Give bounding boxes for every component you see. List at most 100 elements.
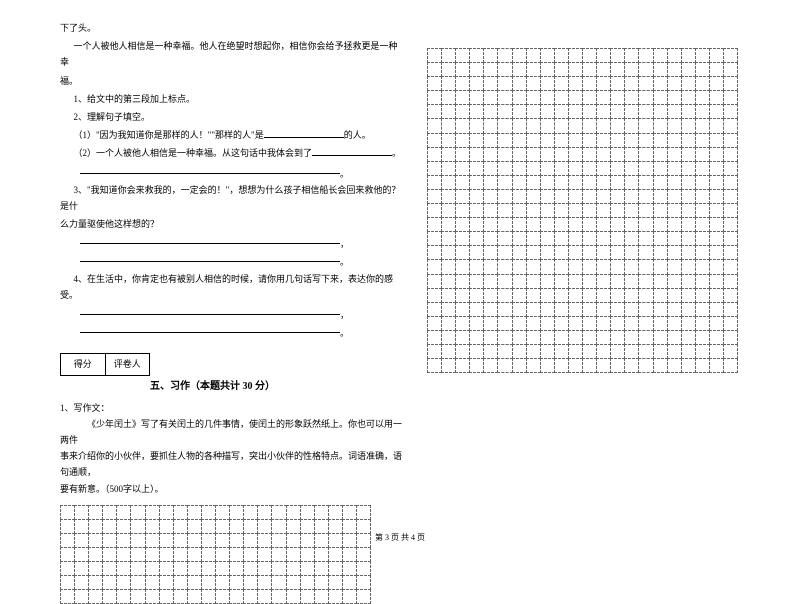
grid-cell[interactable]: [610, 245, 625, 260]
grid-cell[interactable]: [512, 358, 527, 373]
grid-cell[interactable]: [638, 288, 653, 303]
grid-cell[interactable]: [723, 90, 738, 105]
grid-cell[interactable]: [427, 330, 442, 345]
grid-cell[interactable]: [427, 76, 442, 91]
grid-cell[interactable]: [427, 118, 442, 133]
grid-cell[interactable]: [638, 330, 653, 345]
grid-cell[interactable]: [667, 76, 682, 91]
grid-cell[interactable]: [554, 245, 569, 260]
grid-cell[interactable]: [441, 259, 456, 274]
grid-cell[interactable]: [427, 316, 442, 331]
grid-cell[interactable]: [653, 62, 668, 77]
grid-cell[interactable]: [624, 203, 639, 218]
grid-cell[interactable]: [624, 274, 639, 289]
grid-cell[interactable]: [610, 175, 625, 190]
grid-cell[interactable]: [526, 76, 541, 91]
grid-cell[interactable]: [455, 274, 470, 289]
grid-cell[interactable]: [681, 76, 696, 91]
grid-cell[interactable]: [667, 330, 682, 345]
grid-cell[interactable]: [483, 76, 498, 91]
grid-cell[interactable]: [526, 104, 541, 119]
grid-cell[interactable]: [271, 575, 286, 590]
grid-cell[interactable]: [610, 147, 625, 162]
grid-cell[interactable]: [441, 133, 456, 148]
grid-cell[interactable]: [173, 575, 188, 590]
grid-cell[interactable]: [653, 175, 668, 190]
grid-cell[interactable]: [709, 62, 724, 77]
grid-cell[interactable]: [526, 330, 541, 345]
grid-cell[interactable]: [709, 358, 724, 373]
grid-cell[interactable]: [568, 288, 583, 303]
grid-cell[interactable]: [681, 330, 696, 345]
grid-cell[interactable]: [483, 316, 498, 331]
grid-cell[interactable]: [469, 259, 484, 274]
grid-cell[interactable]: [483, 259, 498, 274]
grid-cell[interactable]: [427, 147, 442, 162]
grid-cell[interactable]: [540, 133, 555, 148]
grid-cell[interactable]: [582, 161, 597, 176]
grid-cell[interactable]: [187, 505, 202, 520]
grid-cell[interactable]: [497, 231, 512, 246]
grid-cell[interactable]: [582, 48, 597, 63]
grid-cell[interactable]: [243, 589, 258, 604]
grid-cell[interactable]: [596, 189, 611, 204]
grid-cell[interactable]: [497, 217, 512, 232]
grid-cell[interactable]: [512, 76, 527, 91]
grid-cell[interactable]: [681, 217, 696, 232]
grid-cell[interactable]: [483, 330, 498, 345]
grid-cell[interactable]: [286, 575, 301, 590]
grid-cell[interactable]: [512, 203, 527, 218]
grid-cell[interactable]: [624, 316, 639, 331]
grid-cell[interactable]: [568, 48, 583, 63]
grid-cell[interactable]: [540, 203, 555, 218]
grid-cell[interactable]: [568, 330, 583, 345]
grid-cell[interactable]: [497, 161, 512, 176]
grid-cell[interactable]: [554, 203, 569, 218]
grid-cell[interactable]: [596, 217, 611, 232]
grid-cell[interactable]: [610, 231, 625, 246]
grid-cell[interactable]: [441, 316, 456, 331]
grid-cell[interactable]: [526, 302, 541, 317]
grid-cell[interactable]: [145, 575, 160, 590]
grid-cell[interactable]: [653, 189, 668, 204]
grid-cell[interactable]: [300, 505, 315, 520]
grid-cell[interactable]: [427, 104, 442, 119]
grid-cell[interactable]: [695, 316, 710, 331]
grid-cell[interactable]: [441, 62, 456, 77]
grid-cell[interactable]: [667, 274, 682, 289]
grid-cell[interactable]: [145, 561, 160, 576]
grid-cell[interactable]: [596, 288, 611, 303]
grid-cell[interactable]: [300, 589, 315, 604]
grid-cell[interactable]: [441, 231, 456, 246]
grid-cell[interactable]: [610, 259, 625, 274]
grid-cell[interactable]: [653, 344, 668, 359]
grid-cell[interactable]: [681, 161, 696, 176]
grid-cell[interactable]: [610, 358, 625, 373]
grid-cell[interactable]: [145, 505, 160, 520]
grid-cell[interactable]: [483, 189, 498, 204]
grid-cell[interactable]: [653, 203, 668, 218]
grid-cell[interactable]: [497, 90, 512, 105]
grid-cell[interactable]: [695, 175, 710, 190]
grid-cell[interactable]: [483, 358, 498, 373]
grid-cell[interactable]: [624, 90, 639, 105]
grid-cell[interactable]: [554, 358, 569, 373]
grid-cell[interactable]: [483, 48, 498, 63]
grid-cell[interactable]: [328, 561, 343, 576]
grid-cell[interactable]: [441, 175, 456, 190]
grid-cell[interactable]: [709, 259, 724, 274]
grid-cell[interactable]: [695, 118, 710, 133]
grid-cell[interactable]: [709, 175, 724, 190]
grid-cell[interactable]: [638, 90, 653, 105]
grid-cell[interactable]: [469, 147, 484, 162]
grid-cell[interactable]: [455, 330, 470, 345]
grid-cell[interactable]: [427, 161, 442, 176]
grid-cell[interactable]: [540, 330, 555, 345]
grid-cell[interactable]: [469, 76, 484, 91]
grid-cell[interactable]: [60, 575, 75, 590]
grid-cell[interactable]: [427, 203, 442, 218]
grid-cell[interactable]: [271, 561, 286, 576]
grid-cell[interactable]: [554, 274, 569, 289]
grid-cell[interactable]: [596, 274, 611, 289]
grid-cell[interactable]: [497, 316, 512, 331]
